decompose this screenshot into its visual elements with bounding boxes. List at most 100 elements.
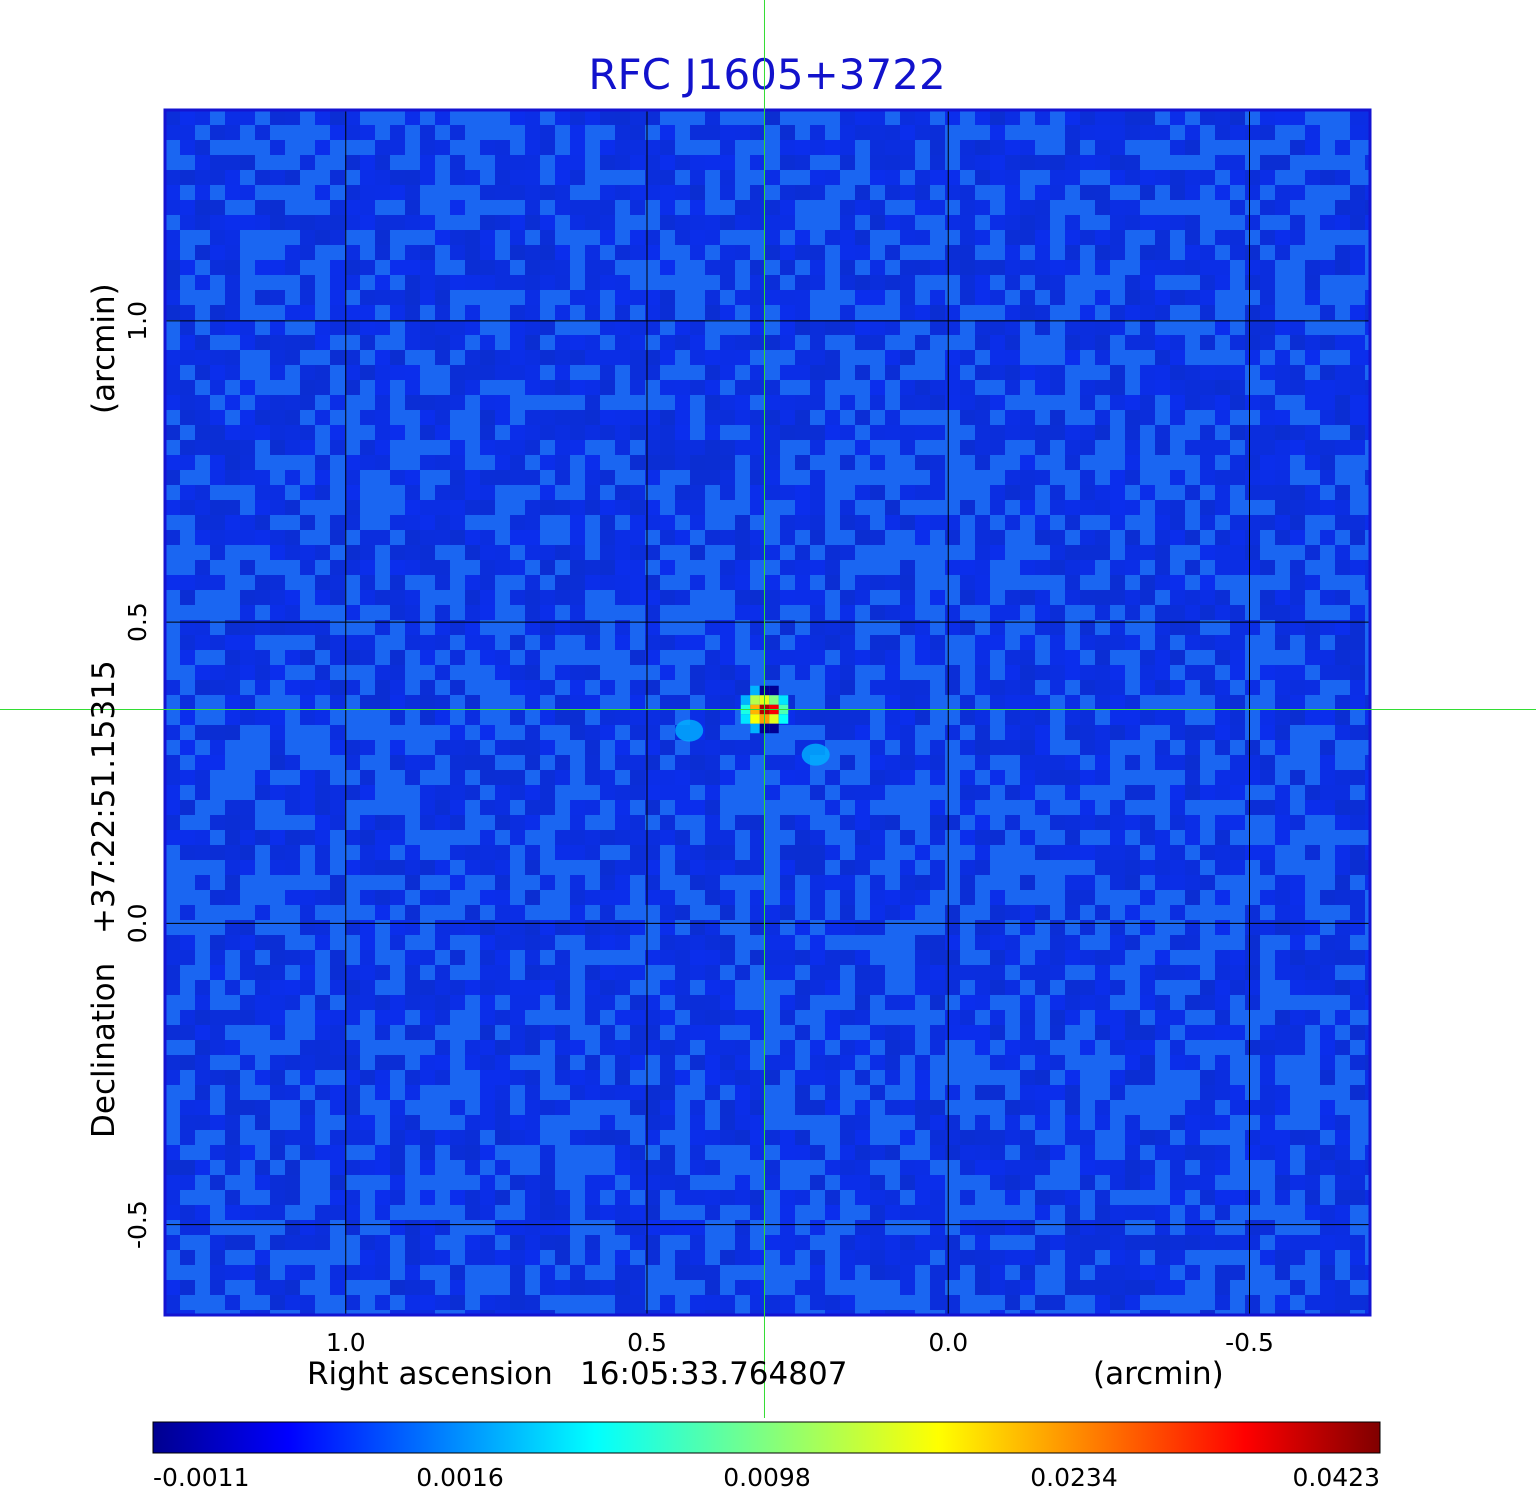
noise-pixel	[510, 995, 525, 1010]
noise-pixel	[1080, 425, 1095, 440]
noise-pixel	[435, 620, 450, 635]
noise-pixel	[885, 1070, 900, 1085]
noise-pixel	[1005, 170, 1020, 185]
noise-pixel	[630, 1175, 645, 1190]
noise-pixel	[480, 950, 495, 965]
noise-pixel	[810, 935, 825, 950]
noise-pixel	[480, 350, 495, 365]
noise-pixel	[1230, 1265, 1245, 1280]
noise-pixel	[870, 425, 885, 440]
noise-pixel	[810, 830, 825, 845]
noise-pixel	[930, 830, 945, 845]
noise-pixel	[390, 1175, 405, 1190]
noise-pixel	[1020, 635, 1035, 650]
noise-pixel	[555, 980, 570, 995]
noise-pixel	[525, 350, 540, 365]
noise-pixel	[600, 890, 615, 905]
noise-pixel	[960, 230, 975, 245]
noise-pixel	[1050, 1145, 1065, 1160]
noise-pixel	[1095, 1115, 1110, 1130]
noise-pixel	[345, 1085, 360, 1100]
noise-pixel	[540, 1025, 555, 1040]
noise-pixel	[870, 575, 885, 590]
noise-pixel	[555, 590, 570, 605]
noise-pixel	[1020, 290, 1035, 305]
noise-pixel	[660, 140, 675, 155]
noise-pixel	[1020, 590, 1035, 605]
noise-pixel	[885, 1055, 900, 1070]
noise-pixel	[615, 815, 630, 830]
noise-pixel	[630, 1310, 645, 1315]
noise-pixel	[765, 935, 780, 950]
noise-pixel	[540, 1310, 555, 1315]
noise-pixel	[735, 125, 750, 140]
noise-pixel	[1275, 155, 1290, 170]
noise-pixel	[540, 1175, 555, 1190]
noise-pixel	[480, 530, 495, 545]
noise-pixel	[300, 275, 315, 290]
noise-pixel	[870, 110, 885, 125]
noise-pixel	[315, 815, 330, 830]
noise-pixel	[675, 215, 690, 230]
noise-pixel	[615, 1010, 630, 1025]
noise-pixel	[1140, 650, 1155, 665]
noise-pixel	[1140, 1175, 1155, 1190]
noise-pixel	[255, 1070, 270, 1085]
noise-pixel	[750, 1115, 765, 1130]
noise-pixel	[1290, 530, 1305, 545]
noise-pixel	[360, 845, 375, 860]
noise-pixel	[765, 785, 780, 800]
noise-pixel	[750, 335, 765, 350]
noise-pixel	[255, 1010, 270, 1025]
noise-pixel	[480, 650, 495, 665]
noise-pixel	[1335, 935, 1350, 950]
noise-pixel	[480, 335, 495, 350]
noise-pixel	[1005, 935, 1020, 950]
noise-pixel	[855, 335, 870, 350]
noise-pixel	[255, 980, 270, 995]
noise-pixel	[825, 365, 840, 380]
noise-pixel	[690, 200, 705, 215]
noise-pixel	[1350, 845, 1365, 860]
noise-pixel	[390, 740, 405, 755]
noise-pixel	[1125, 860, 1140, 875]
noise-layer	[165, 110, 1370, 1315]
noise-pixel	[1005, 260, 1020, 275]
noise-pixel	[660, 635, 675, 650]
noise-pixel	[660, 1040, 675, 1055]
noise-pixel	[1185, 620, 1200, 635]
noise-pixel	[360, 410, 375, 425]
noise-pixel	[1245, 545, 1260, 560]
noise-pixel	[1260, 200, 1275, 215]
noise-pixel	[990, 260, 1005, 275]
noise-pixel	[795, 350, 810, 365]
noise-pixel	[1080, 335, 1095, 350]
noise-pixel	[255, 125, 270, 140]
noise-pixel	[1155, 1235, 1170, 1250]
noise-pixel	[1155, 215, 1170, 230]
noise-pixel	[1065, 785, 1080, 800]
noise-pixel	[795, 830, 810, 845]
noise-pixel	[330, 230, 345, 245]
noise-pixel	[1095, 845, 1110, 860]
noise-pixel	[435, 695, 450, 710]
noise-pixel	[195, 845, 210, 860]
noise-pixel	[1125, 635, 1140, 650]
noise-pixel	[690, 515, 705, 530]
noise-pixel	[825, 1085, 840, 1100]
noise-pixel	[435, 740, 450, 755]
noise-pixel	[990, 530, 1005, 545]
noise-pixel	[1155, 605, 1170, 620]
noise-pixel	[1155, 170, 1170, 185]
noise-pixel	[690, 1190, 705, 1205]
noise-pixel	[960, 710, 975, 725]
noise-pixel	[435, 920, 450, 935]
noise-pixel	[720, 1295, 735, 1310]
noise-pixel	[1005, 725, 1020, 740]
noise-pixel	[465, 575, 480, 590]
noise-pixel	[255, 170, 270, 185]
noise-pixel	[780, 410, 795, 425]
crosshair-layer	[0, 0, 1536, 1418]
noise-pixel	[1275, 1175, 1290, 1190]
noise-pixel	[585, 200, 600, 215]
